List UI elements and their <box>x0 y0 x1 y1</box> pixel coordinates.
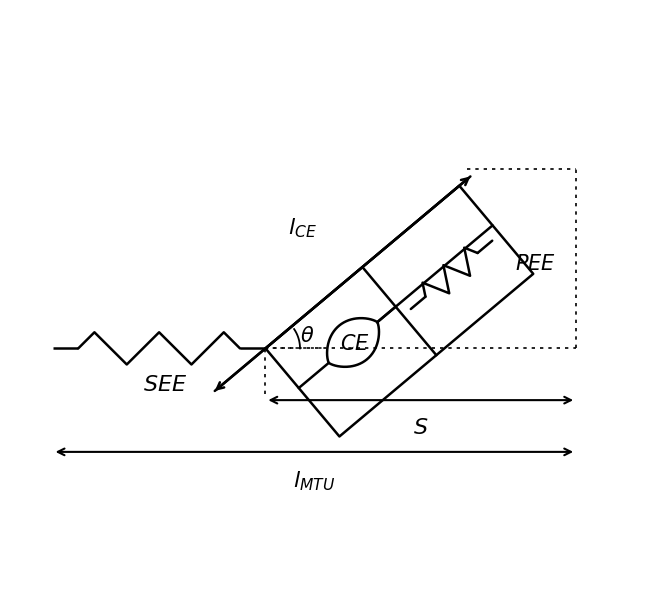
Text: $S$: $S$ <box>413 418 428 440</box>
Text: $SEE$: $SEE$ <box>143 374 187 397</box>
Text: $CE$: $CE$ <box>340 334 370 354</box>
Text: $l_{MTU}$: $l_{MTU}$ <box>293 469 335 493</box>
Text: $\theta$: $\theta$ <box>300 326 314 346</box>
Text: $PEE$: $PEE$ <box>516 254 556 274</box>
Text: $l_{CE}$: $l_{CE}$ <box>288 216 317 240</box>
